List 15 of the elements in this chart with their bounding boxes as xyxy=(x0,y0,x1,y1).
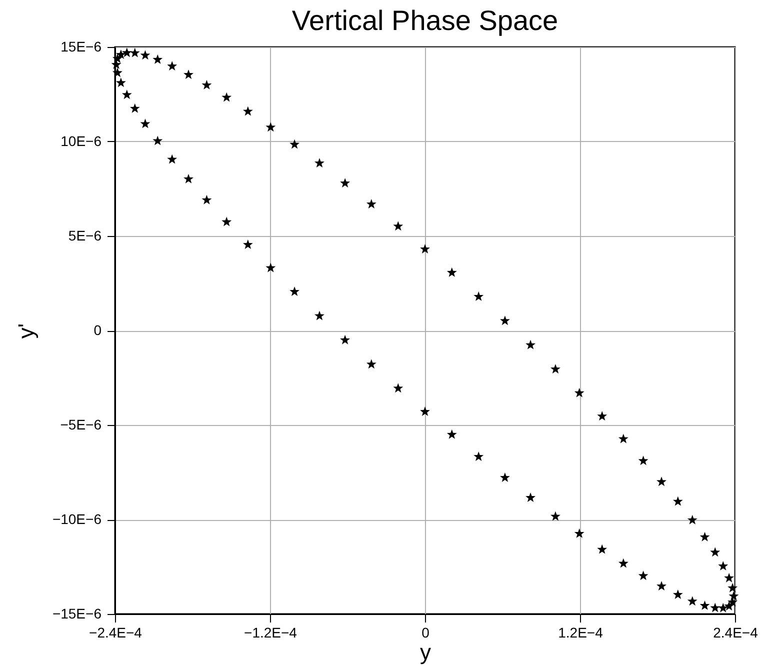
x-tick-label: 0 xyxy=(422,624,430,640)
y-tick-label: 15E−6 xyxy=(60,38,102,54)
chart-title: Vertical Phase Space xyxy=(292,5,558,36)
y-tick-label: 0 xyxy=(94,322,102,338)
x-axis-title: y xyxy=(420,640,431,664)
y-tick-label: −5E−6 xyxy=(60,416,102,432)
x-tick-label: 2.4E−4 xyxy=(713,624,758,640)
x-tick-label: 1.2E−4 xyxy=(558,624,604,640)
y-axis-title: y' xyxy=(13,323,38,339)
y-tick-label: 10E−6 xyxy=(60,133,102,149)
y-tick-label: −10E−6 xyxy=(52,511,102,527)
y-tick-label: −15E−6 xyxy=(52,606,102,622)
x-tick-label: −1.2E−4 xyxy=(244,624,298,640)
x-tick-label: −2.4E−4 xyxy=(89,624,142,640)
y-tick-label: 5E−6 xyxy=(68,228,102,244)
